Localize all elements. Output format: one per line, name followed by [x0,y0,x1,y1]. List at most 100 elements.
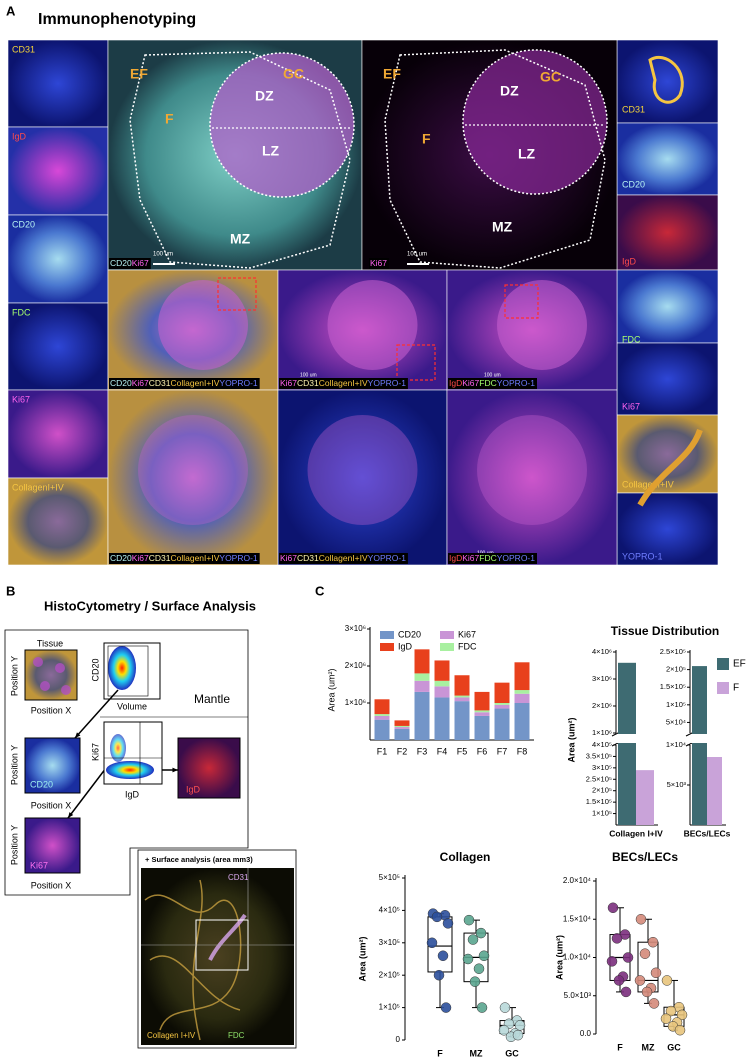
strip-label: IgD [12,131,27,141]
data-point [648,998,660,1009]
y-tick-label: 1×10⁵ [666,700,686,709]
legend-swatch [440,631,454,639]
data-point [607,902,619,914]
caption-background [109,258,151,269]
y-tick-label: 1×10⁴ [666,740,686,749]
bar-group [636,770,654,825]
strip-label: IgD [622,256,637,266]
strip-label: CD20 [12,219,35,229]
axis-label: IgD [125,789,140,799]
zone-label: F [422,131,431,147]
panel-title: Immunophenotyping [38,11,196,28]
zone-label: DZ [255,88,274,104]
data-point [499,1002,511,1013]
micrograph [616,414,719,494]
y-tick-label: 5×10³ [667,780,687,789]
gate [107,645,149,697]
axis-label: CD20 [90,658,100,681]
x-tick-label: F5 [457,746,468,756]
data-point [665,1005,677,1017]
caption-part: Ki67 [370,258,387,268]
bar-segment [494,704,510,709]
gc-outline [209,52,355,198]
y-tick-label: 3×10⁶ [592,674,612,683]
bar-segment [494,708,510,740]
scale-bar-label: 100 um [153,252,173,258]
y-axis-label: Area (um²) [554,935,564,980]
scale-bar-label: 100 um [484,372,501,378]
caption-part: YOPRO-1 [497,378,536,388]
micrograph [616,492,719,566]
image-label: Ki67 [30,860,48,870]
caption-part: Ki67 [132,553,149,563]
panel-label: A [6,3,16,18]
vessel [637,428,703,507]
caption-part: CD31 [297,553,319,563]
x-tick-label: F8 [517,746,528,756]
legend-swatch [717,658,729,670]
axis-label: Position Y [9,745,19,785]
data-point [426,937,438,949]
y-tick-label: 3.5×10⁵ [586,751,612,760]
germinal-center [138,415,248,525]
y-tick-label: 1×10⁶ [592,728,612,737]
data-point [462,953,474,965]
axis-label: Position X [31,800,72,810]
micrograph [7,302,109,391]
bar-segment [514,693,530,703]
caption-part: FDC [479,378,496,388]
micrograph [616,342,719,416]
caption: Ki67CD31CollagenI+IVYOPRO-1 [280,553,406,563]
bar-segment [434,680,450,687]
strip-label: FDC [622,334,641,344]
caption-background [448,378,537,389]
panel-subtitle: + Surface analysis (area mm3) [145,855,253,864]
caption-part: CD31 [297,378,319,388]
bar-segment [394,728,410,740]
bar-segment [414,649,430,674]
axis-label: Position X [31,880,72,890]
data-point [641,986,653,998]
arrow-head [172,767,178,773]
bar-segment [474,715,490,740]
y-tick-label: 5.0×10³ [564,991,592,1000]
caption-background [109,378,260,389]
x-tick-label: BECs/LECs [684,828,731,838]
chart-title: Tissue Distribution [611,624,719,638]
data-point [639,948,651,959]
zone-label: MZ [492,219,513,235]
bar-segment [454,675,470,696]
y-tick-label: 1.5×10⁵ [586,797,612,806]
cell [61,685,71,695]
data-point [467,934,479,945]
caption-part: CollagenI+IV [319,378,368,388]
bar-segment [514,662,530,691]
y-tick-label: 2.5×10⁵ [586,774,612,783]
caption: Ki67CD31CollagenI+IVYOPRO-1 [280,378,406,388]
bar-segment [494,703,510,705]
flow-density [106,761,154,779]
legend-label: EF [733,659,746,670]
bar-segment [414,680,430,692]
y-tick-label: 2×10⁶ [592,701,612,710]
germinal-center [477,415,587,525]
vessel [208,913,247,961]
caption-part: YOPRO-1 [368,378,407,388]
bar-segment [454,697,470,702]
panel-label: C [315,583,325,598]
bar-segment [514,703,530,740]
x-tick-label: F4 [437,746,448,756]
strip-label: CD20 [622,179,645,189]
y-tick-label: 5×10⁴ [666,717,686,726]
image-label: IgD [186,784,201,794]
zone-label: EF [383,66,401,82]
bar-segment [394,725,410,728]
caption-part: CD31 [149,553,171,563]
data-point [476,1002,488,1013]
x-tick-label: F3 [417,746,428,756]
image-title: Tissue [37,638,63,648]
caption: CD20Ki67CD31CollagenI+IVYOPRO-1 [110,378,258,388]
caption-background [369,258,390,269]
data-point [606,956,618,967]
caption-part: CollagenI+IV [170,553,219,563]
